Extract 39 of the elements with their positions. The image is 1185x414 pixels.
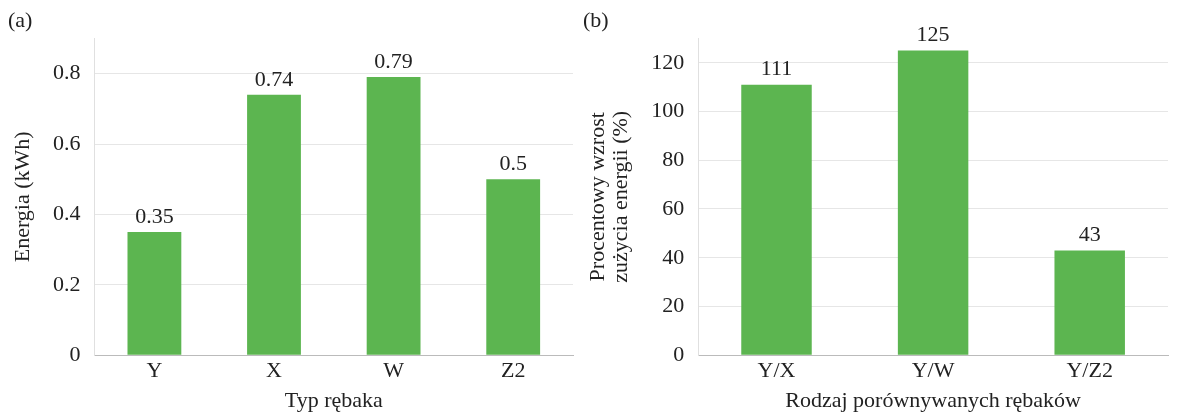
x-tick-label: Y/X bbox=[757, 357, 796, 383]
y-tick-label: 120 bbox=[651, 48, 685, 74]
y-tick-label: 60 bbox=[662, 194, 685, 220]
bar bbox=[897, 50, 969, 355]
y-tick-label: 0.4 bbox=[53, 200, 81, 226]
bar bbox=[366, 77, 421, 355]
y-axis-title: Energia (kWh) bbox=[9, 131, 35, 263]
y-tick-label: 40 bbox=[662, 243, 685, 269]
data-label: 0.74 bbox=[254, 65, 294, 91]
y-tick-label: 0.6 bbox=[53, 129, 81, 155]
bar bbox=[486, 179, 541, 355]
x-tick-label: Z2 bbox=[500, 357, 526, 383]
data-label: 0.35 bbox=[135, 202, 174, 228]
y-tick-label: 0.8 bbox=[53, 59, 81, 85]
bar bbox=[247, 94, 301, 355]
x-tick-label: Y bbox=[146, 357, 163, 383]
data-label: 0.5 bbox=[499, 149, 527, 175]
y-tick-label: 0.2 bbox=[53, 270, 81, 296]
y-tick-label: 80 bbox=[662, 146, 685, 172]
x-axis-title: Typ rębaka bbox=[284, 386, 384, 412]
data-label: 111 bbox=[760, 55, 793, 81]
data-label: 0.79 bbox=[374, 47, 413, 73]
bar bbox=[127, 232, 182, 355]
x-axis-title: Rodzaj porównywanych rębaków bbox=[785, 386, 1082, 412]
bar bbox=[741, 84, 812, 355]
x-tick-label: X bbox=[266, 357, 283, 383]
chart-title: (b) bbox=[583, 6, 609, 32]
x-tick-label: Y/W bbox=[911, 357, 955, 383]
chart-title: (a) bbox=[8, 6, 33, 32]
data-label: 43 bbox=[1078, 221, 1101, 247]
bar bbox=[1054, 250, 1125, 355]
y-tick-label: 20 bbox=[662, 292, 685, 318]
data-label: 125 bbox=[916, 21, 950, 47]
y-tick-label: 0 bbox=[69, 340, 81, 366]
y-axis-title: Procentowy wzrost zużycia energii (%) bbox=[584, 110, 633, 283]
x-tick-label: W bbox=[383, 357, 405, 383]
y-tick-label: 0 bbox=[673, 340, 685, 366]
x-tick-label: Y/Z2 bbox=[1066, 357, 1113, 383]
y-tick-label: 100 bbox=[651, 97, 685, 123]
